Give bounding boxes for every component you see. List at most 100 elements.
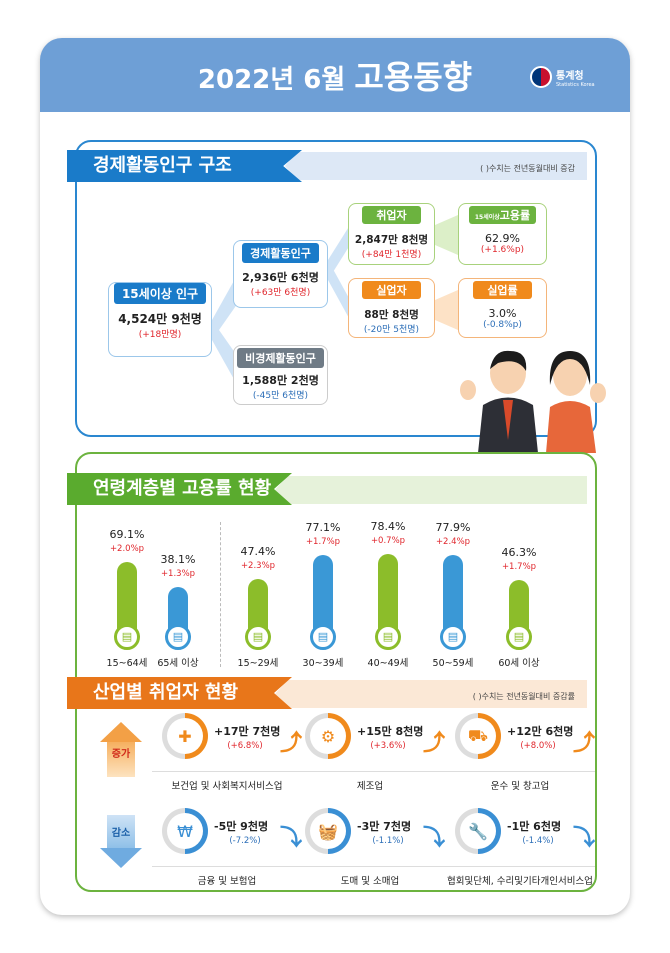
industry-ring: ⚙: [305, 713, 351, 759]
connector: [435, 290, 458, 330]
bar-label: 15~64세: [106, 658, 148, 669]
laptop-won-icon: ₩: [167, 813, 203, 849]
emp-rate-label: 고용률: [499, 209, 531, 222]
industry-label: 보건업 및 사회복지서비스업: [152, 771, 302, 792]
increase-label: 증가: [107, 742, 135, 777]
unemployed-box: 실업자 88만 8천명 (-20만 5천명): [348, 278, 435, 338]
employed-label: 취업자: [362, 206, 421, 224]
pop15-box: 15세이상 인구 4,524만 9천명 (+18만명): [108, 282, 212, 357]
pop15-change: (+18만명): [138, 330, 182, 340]
active-box: 경제활동인구 2,936만 6천명 (+63만 6천명): [233, 240, 328, 308]
structure-section: [75, 140, 597, 437]
industry-ring: ₩: [162, 808, 208, 854]
bar-change: +0.7%p: [370, 536, 406, 546]
connector: [328, 225, 350, 280]
document-person-icon: ▤: [245, 624, 271, 650]
bar-label: 50~59세: [432, 658, 474, 669]
employed-change: (+84만 1천명): [361, 250, 422, 260]
bar: [313, 555, 333, 637]
bar: [378, 554, 398, 637]
industry-change: (-7.2%): [229, 836, 261, 846]
bar-label: 60세 이상: [498, 658, 540, 669]
basket-icon: 🧺: [310, 813, 346, 849]
industry-change: (+6.8%): [227, 741, 263, 751]
industry-label: 제조업: [295, 771, 445, 792]
bar-change: +2.3%p: [240, 561, 276, 571]
bar-label: 15~29세: [237, 658, 279, 669]
workers-illustration: [460, 350, 606, 453]
industry-value: +15만 8천명: [357, 725, 424, 738]
increase-arrow: 증가: [100, 722, 142, 777]
document-person-icon: ▤: [165, 624, 191, 650]
emp-rate-value: 62.9%: [485, 232, 520, 245]
bar-value: 78.4%: [370, 520, 406, 533]
trend-up-icon: ⤴: [423, 731, 446, 756]
arrow-down-icon: [100, 848, 142, 868]
decrease-label: 감소: [107, 815, 135, 848]
active-label: 경제활동인구: [242, 243, 319, 263]
connector: [435, 215, 458, 255]
industry-value: -1만 6천명: [507, 820, 562, 833]
pop15-label: 15세이상 인구: [113, 283, 207, 304]
unemployed-change: (-20만 5천명): [363, 325, 420, 335]
age-title: 연령계층별 고용률 현황: [67, 473, 292, 505]
employed-value: 2,847만 8천명: [354, 234, 429, 246]
statistics-korea-logo: 통계청 Statistics Korea: [530, 62, 620, 92]
bar-change: +1.7%p: [501, 562, 537, 572]
page-title: 2022년 6월 고용동향: [40, 52, 630, 98]
bar: [509, 580, 529, 637]
title-date: 2022년 6월: [197, 65, 346, 95]
industry-change: (+3.6%): [370, 741, 406, 751]
inactive-change: (-45만 6천명): [252, 391, 309, 401]
industry-value: +12만 6천명: [507, 725, 574, 738]
bar: [248, 579, 268, 637]
bar-change: +2.4%p: [435, 537, 471, 547]
unemp-rate-change: (-0.8%p): [483, 320, 522, 330]
trend-down-icon: ⤵: [280, 826, 303, 851]
trend-down-icon: ⤵: [423, 826, 446, 851]
industry-label: 도매 및 소매업: [295, 866, 445, 887]
industry-value: -5만 9천명: [214, 820, 269, 833]
industry-value: +17만 7천명: [214, 725, 281, 738]
bar-value: 46.3%: [501, 546, 537, 559]
industry-ring: ⛟: [455, 713, 501, 759]
logo-text: 통계청: [556, 70, 584, 82]
inactive-value: 1,588만 2천명: [242, 374, 319, 387]
trend-up-icon: ⤴: [280, 731, 303, 756]
bar: [117, 562, 137, 637]
structure-note: ( )수치는 전년동월대비 증감: [285, 152, 587, 180]
industry-ring: ✚: [162, 713, 208, 759]
truck-icon: ⛟: [460, 718, 496, 754]
trend-down-icon: ⤵: [573, 826, 596, 851]
document-person-icon: ▤: [310, 624, 336, 650]
bar-change: +1.3%p: [160, 569, 196, 579]
document-person-icon: ▤: [440, 624, 466, 650]
industry-label: 금융 및 보험업: [152, 866, 302, 887]
industry-label: 협회및단체, 수리및기타개인서비스업: [445, 866, 595, 887]
connector: [328, 260, 350, 320]
structure-title: 경제활동인구 구조: [67, 150, 302, 182]
emp-rate-change: (+1.6%p): [480, 245, 525, 255]
inactive-label: 비경제활동인구: [237, 348, 324, 368]
document-person-icon: ▤: [375, 624, 401, 650]
inactive-box: 비경제활동인구 1,588만 2천명 (-45만 6천명): [233, 345, 328, 405]
bar-value: 77.1%: [305, 521, 341, 534]
industry-note: ( )수치는 전년동월대비 증감률: [275, 680, 587, 708]
active-value: 2,936만 6천명: [242, 271, 319, 284]
emp-rate-box: 15세이상고용률 62.9% (+1.6%p): [458, 203, 547, 265]
age-industry-section: [75, 452, 597, 892]
medical-kit-icon: ✚: [167, 718, 203, 754]
active-change: (+63만 6천명): [250, 288, 311, 298]
industry-title: 산업별 취업자 현황: [67, 677, 292, 709]
industry-change: (-1.4%): [522, 836, 554, 846]
gear-icon: ⚙: [310, 718, 346, 754]
bar: [443, 555, 463, 637]
taegeuk-icon: [530, 66, 552, 88]
bar-value: 69.1%: [109, 528, 145, 541]
unemployed-label: 실업자: [362, 281, 421, 299]
logo-subtext: Statistics Korea: [556, 81, 595, 88]
industry-ring: 🔧: [455, 808, 501, 854]
bar-value: 47.4%: [240, 545, 276, 558]
unemployed-value: 88만 8천명: [364, 309, 419, 321]
bar-label: 30~39세: [302, 658, 344, 669]
